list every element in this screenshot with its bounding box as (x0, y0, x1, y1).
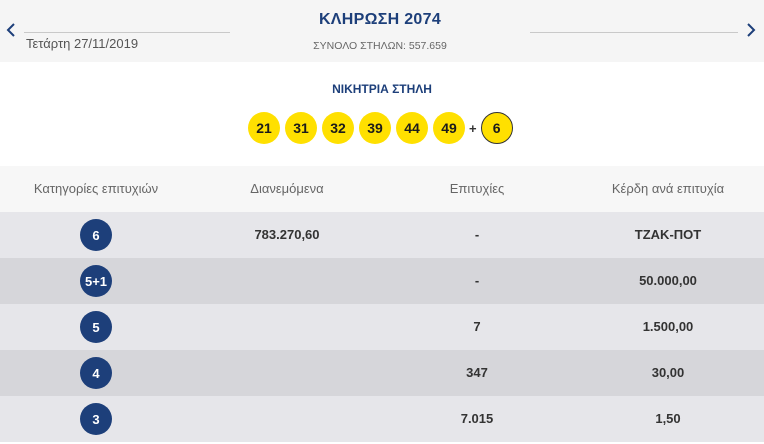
winners-count: 7 (473, 319, 481, 334)
table-row: 6 783.270,60 - ΤΖΑΚ-ΠΟΤ (0, 212, 764, 258)
header-categories: Κατηγορίες επιτυχιών (33, 181, 159, 196)
winners-count: 7.015 (460, 411, 494, 426)
chevron-left-icon[interactable] (4, 22, 18, 38)
number-ball: 49 (433, 112, 465, 144)
table-row: 5+1 - 50.000,00 (0, 258, 764, 304)
category-badge: 5 (80, 311, 112, 343)
prize-amount: ΤΖΑΚ-ΠΟΤ (634, 227, 702, 242)
header-distributed: Διανεμόμενα (250, 181, 324, 196)
table-row: 3 7.015 1,50 (0, 396, 764, 442)
draw-header: Τετάρτη 27/11/2019 ΚΛΗΡΩΣΗ 2074 ΣΥΝΟΛΟ Σ… (0, 0, 764, 62)
winning-numbers: 21 31 32 39 44 49 + 6 (248, 112, 513, 144)
number-ball: 39 (359, 112, 391, 144)
winners-count: - (474, 273, 480, 288)
prize-amount: 1.500,00 (642, 319, 694, 334)
chevron-right-icon[interactable] (744, 22, 758, 38)
table-row: 4 347 30,00 (0, 350, 764, 396)
number-ball: 44 (396, 112, 428, 144)
prize-amount: 30,00 (651, 365, 685, 380)
prize-amount: 50.000,00 (639, 273, 697, 288)
plus-sign: + (469, 120, 477, 136)
total-columns: ΣΥΝΟΛΟ ΣΤΗΛΩΝ: 557.659 (313, 40, 447, 52)
header-winners: Επιτυχίες (449, 181, 505, 196)
prize-amount: 1,50 (655, 411, 681, 426)
divider-right (530, 32, 738, 33)
table-row: 5 7 1.500,00 (0, 304, 764, 350)
header-prize: Κέρδη ανά επιτυχία (611, 181, 725, 196)
bonus-ball: 6 (480, 112, 513, 144)
category-badge: 4 (80, 357, 112, 389)
category-badge: 3 (80, 403, 112, 435)
number-ball: 21 (248, 112, 280, 144)
category-badge: 5+1 (80, 265, 112, 297)
winners-count: 347 (466, 365, 488, 380)
distributed-amount: 783.270,60 (254, 227, 320, 242)
category-badge: 6 (80, 219, 112, 251)
divider-left (24, 32, 230, 33)
number-ball: 31 (285, 112, 317, 144)
draw-title: ΚΛΗΡΩΣΗ 2074 (318, 11, 442, 28)
winners-count: - (474, 227, 480, 242)
number-ball: 32 (322, 112, 354, 144)
draw-date: Τετάρτη 27/11/2019 (26, 36, 139, 51)
results-table-header: Κατηγορίες επιτυχιών Διανεμόμενα Επιτυχί… (0, 166, 764, 212)
winning-column-title: ΝΙΚΗΤΡΙΑ ΣΤΗΛΗ (332, 82, 432, 96)
